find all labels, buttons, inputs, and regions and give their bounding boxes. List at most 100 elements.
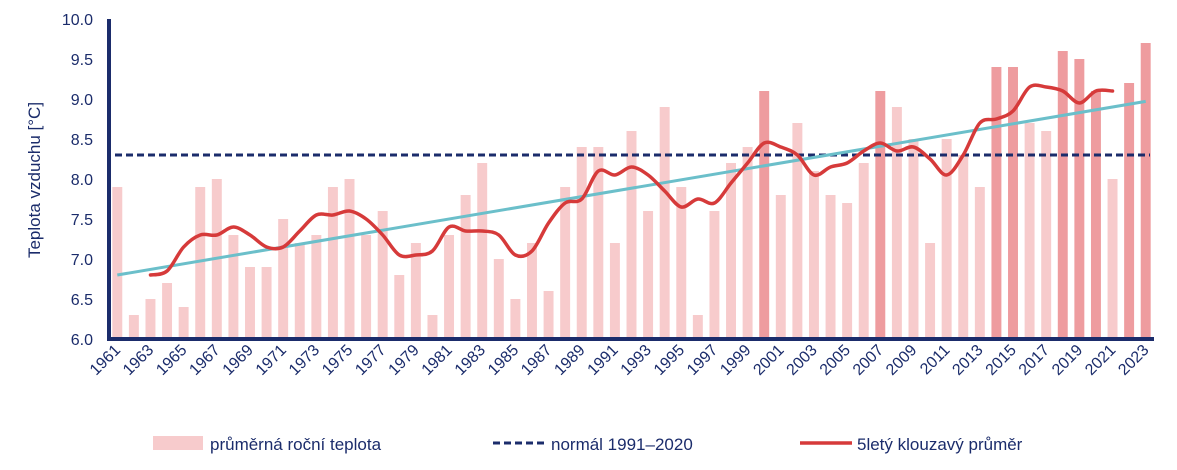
x-tick-1965: 1965 — [153, 342, 190, 379]
x-tick-1969: 1969 — [220, 342, 257, 379]
y-tick-6.5: 6.5 — [71, 292, 93, 309]
bar-1963 — [145, 299, 156, 339]
x-tick-2017: 2017 — [1016, 342, 1053, 379]
x-tick-2009: 2009 — [883, 342, 920, 379]
bar-1997 — [709, 211, 720, 339]
bar-1973 — [311, 235, 322, 339]
bar-2006 — [858, 163, 869, 339]
bar-1996 — [692, 315, 703, 339]
bar-1969 — [245, 267, 255, 339]
bar-2023 — [1140, 43, 1151, 339]
x-tick-1993: 1993 — [618, 342, 655, 379]
legend-label-bars: průměrná roční teplota — [210, 435, 382, 454]
bar-1983 — [477, 163, 488, 339]
bar-1965 — [178, 307, 189, 339]
bar-1985 — [510, 299, 521, 339]
bar-1972 — [294, 243, 305, 339]
moving-average-line — [148, 83, 1115, 277]
x-tick-2005: 2005 — [817, 342, 854, 379]
bar-1980 — [427, 315, 438, 339]
x-tick-2003: 2003 — [784, 342, 821, 379]
bar-2020 — [1090, 91, 1101, 339]
x-tick-1987: 1987 — [518, 342, 555, 379]
bar-1964 — [162, 283, 173, 339]
y-tick-8.5: 8.5 — [71, 132, 93, 149]
bar-2010 — [925, 243, 936, 339]
bar-1994 — [659, 107, 670, 339]
bar-2013 — [974, 187, 985, 339]
bar-1977 — [377, 211, 388, 339]
bar-1979 — [410, 243, 421, 339]
x-tick-1973: 1973 — [286, 342, 323, 379]
bar-2007 — [875, 91, 886, 339]
y-tick-labels: 6.0 6.5 7.0 7.5 8.0 8.5 9.0 9.5 10.0 — [62, 12, 93, 349]
legend-bar-swatch — [153, 436, 203, 450]
bar-2002 — [792, 123, 803, 339]
x-tick-1985: 1985 — [485, 342, 522, 379]
bar-1984 — [493, 259, 504, 339]
y-tick-9.5: 9.5 — [71, 52, 93, 69]
x-tick-1979: 1979 — [386, 342, 423, 379]
bar-1988 — [560, 187, 571, 339]
x-tick-1967: 1967 — [186, 342, 223, 379]
y-tick-7.0: 7.0 — [71, 252, 93, 269]
x-tick-2015: 2015 — [983, 342, 1020, 379]
axes-group — [107, 19, 1154, 341]
bar-2005 — [842, 203, 853, 339]
x-tick-labels: 1961196319651967196919711973197519771979… — [87, 342, 1153, 379]
bar-1974 — [327, 187, 338, 339]
y-axis-label: Teplota vzduchu [°C] — [25, 102, 44, 258]
legend: průměrná roční teplota normál 1991–2020 … — [153, 435, 1023, 454]
x-tick-2001: 2001 — [750, 342, 787, 379]
legend-label-normal: normál 1991–2020 — [551, 435, 693, 454]
bar-2021 — [1107, 179, 1118, 339]
x-tick-1995: 1995 — [651, 342, 688, 379]
x-tick-1971: 1971 — [253, 342, 290, 379]
bar-1982 — [460, 195, 471, 339]
bar-2009 — [908, 139, 919, 339]
bar-1981 — [444, 235, 455, 339]
bar-2017 — [1041, 131, 1052, 339]
y-tick-6.0: 6.0 — [71, 332, 93, 349]
bar-1961 — [112, 187, 123, 339]
bar-1991 — [609, 243, 620, 339]
bar-1989 — [576, 147, 587, 339]
x-tick-2013: 2013 — [949, 342, 986, 379]
y-tick-8.0: 8.0 — [71, 172, 93, 189]
bar-2004 — [825, 195, 836, 339]
x-tick-1997: 1997 — [684, 342, 721, 379]
y-tick-7.5: 7.5 — [71, 212, 93, 229]
legend-label-moving-avg: 5letý klouzavý průměr — [857, 435, 1023, 454]
bar-2008 — [891, 107, 902, 339]
bar-1975 — [344, 179, 355, 339]
bar-2003 — [808, 171, 819, 339]
y-tick-10.0: 10.0 — [62, 12, 93, 29]
bar-1993 — [643, 211, 654, 339]
bar-1970 — [261, 267, 272, 339]
bar-1999 — [742, 147, 753, 339]
bar-1976 — [361, 235, 372, 339]
x-tick-1981: 1981 — [419, 342, 456, 379]
bar-1978 — [394, 275, 405, 339]
x-tick-2021: 2021 — [1082, 342, 1119, 379]
x-tick-2007: 2007 — [850, 342, 887, 379]
bar-1968 — [228, 235, 239, 339]
bar-1966 — [195, 187, 206, 339]
x-tick-1963: 1963 — [120, 342, 157, 379]
bars-group — [112, 43, 1151, 339]
x-tick-2019: 2019 — [1049, 342, 1086, 379]
x-tick-1983: 1983 — [452, 342, 489, 379]
x-tick-1999: 1999 — [717, 342, 754, 379]
bar-1987 — [543, 291, 554, 339]
bar-1990 — [593, 147, 604, 339]
bar-1971 — [278, 219, 289, 339]
bar-2011 — [941, 139, 952, 339]
bar-2019 — [1074, 59, 1085, 339]
x-tick-1991: 1991 — [585, 342, 622, 379]
x-tick-2011: 2011 — [917, 342, 953, 378]
lines-group — [115, 83, 1150, 277]
bar-2012 — [958, 155, 969, 339]
bar-2018 — [1057, 51, 1068, 339]
bar-1998 — [726, 163, 736, 339]
